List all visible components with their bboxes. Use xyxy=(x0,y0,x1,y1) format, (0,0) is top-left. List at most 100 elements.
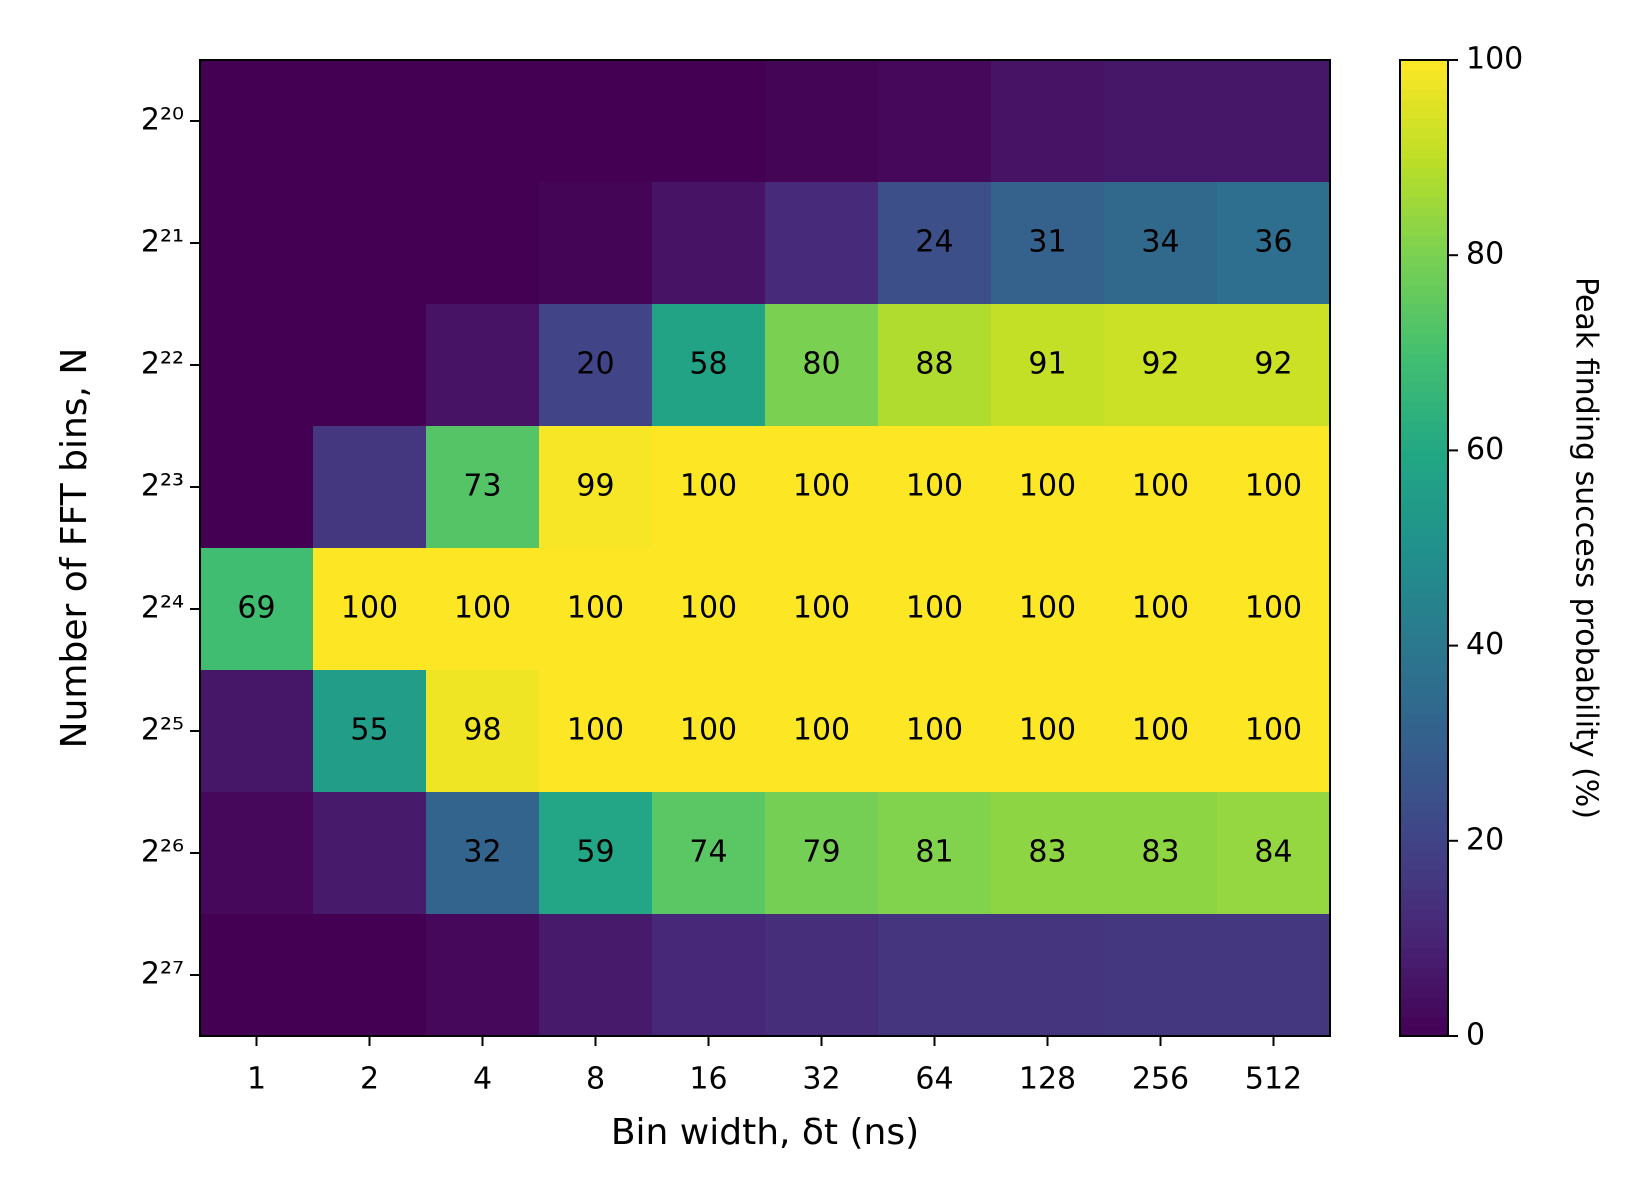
colorbar-segment xyxy=(1400,811,1448,822)
colorbar-segment xyxy=(1400,206,1448,217)
cell-label: 34 xyxy=(1141,225,1179,260)
heatmap-cell xyxy=(426,792,540,915)
cell-label: 100 xyxy=(793,591,850,626)
cell-label: 100 xyxy=(793,713,850,748)
colorbar-segment xyxy=(1400,128,1448,139)
x-tick-label: 16 xyxy=(689,1062,727,1097)
cell-label: 100 xyxy=(1245,591,1302,626)
heatmap-cell xyxy=(200,670,314,793)
heatmap-cell xyxy=(878,548,992,671)
heatmap-cell xyxy=(878,60,992,183)
colorbar-tick-label: 20 xyxy=(1466,822,1504,857)
colorbar-segment xyxy=(1400,977,1448,988)
cell-label: 100 xyxy=(906,469,963,504)
heatmap-cell xyxy=(765,426,879,549)
cell-label: 100 xyxy=(341,591,398,626)
heatmap-cell xyxy=(878,670,992,793)
x-tick-label: 8 xyxy=(586,1062,605,1097)
colorbar-segment xyxy=(1400,479,1448,491)
colorbar-segment xyxy=(1400,752,1448,764)
heatmap-cell xyxy=(1217,304,1331,427)
colorbar-segment xyxy=(1400,548,1448,559)
colorbar-segment xyxy=(1400,440,1448,451)
colorbar-segment xyxy=(1400,235,1448,247)
heatmap-cell xyxy=(200,304,314,427)
cell-label: 36 xyxy=(1254,225,1292,260)
colorbar-segment xyxy=(1400,313,1448,325)
colorbar-segment xyxy=(1400,108,1448,120)
cell-label: 80 xyxy=(802,347,840,382)
heatmap-cell xyxy=(313,304,427,427)
x-tick-label: 128 xyxy=(1019,1062,1076,1097)
colorbar-segment xyxy=(1400,382,1448,393)
heatmap-cell xyxy=(765,670,879,793)
colorbar-segment xyxy=(1400,138,1448,149)
heatmap-cell xyxy=(991,792,1105,915)
colorbar-segment xyxy=(1400,616,1448,627)
cell-label: 83 xyxy=(1028,835,1066,870)
heatmap-cell xyxy=(200,914,314,1037)
heatmap-cell xyxy=(1217,182,1331,305)
colorbar-segment xyxy=(1400,987,1448,998)
heatmap-cell xyxy=(1104,914,1218,1037)
colorbar-segment xyxy=(1400,499,1448,510)
colorbar-segment xyxy=(1400,938,1448,949)
colorbar-segment xyxy=(1400,655,1448,666)
colorbar-segment xyxy=(1400,928,1448,939)
colorbar-segment xyxy=(1400,469,1448,481)
colorbar-segment xyxy=(1400,831,1448,842)
cell-label: 100 xyxy=(454,591,511,626)
colorbar-segment xyxy=(1400,372,1448,383)
cell-label: 100 xyxy=(906,591,963,626)
colorbar-segment xyxy=(1400,421,1448,432)
colorbar-segment xyxy=(1400,118,1448,129)
colorbar-segment xyxy=(1400,245,1448,256)
cell-label: 69 xyxy=(237,591,275,626)
heatmap-cell xyxy=(426,304,540,427)
colorbar-label: Peak finding success probability (%) xyxy=(1569,277,1604,819)
heatmap-cell xyxy=(765,182,879,305)
x-tick-label: 2 xyxy=(360,1062,379,1097)
colorbar-segment xyxy=(1400,665,1448,676)
colorbar-segment xyxy=(1400,352,1448,364)
colorbar-segment xyxy=(1400,489,1448,500)
colorbar-segment xyxy=(1400,606,1448,617)
heatmap-cell xyxy=(652,914,766,1037)
heatmap-cell xyxy=(652,670,766,793)
heatmap-cell xyxy=(652,304,766,427)
colorbar-segment xyxy=(1400,684,1448,695)
colorbar-segment xyxy=(1400,99,1448,110)
heatmap-cell xyxy=(1217,426,1331,549)
heatmap-cell xyxy=(991,182,1105,305)
heatmap-cell xyxy=(426,914,540,1037)
x-tick-label: 512 xyxy=(1245,1062,1302,1097)
x-tick-label: 1 xyxy=(247,1062,266,1097)
colorbar-segment xyxy=(1400,557,1448,569)
y-tick-label: 2²⁵ xyxy=(141,713,184,748)
heatmap-cell xyxy=(426,426,540,549)
plot-frame xyxy=(199,59,1331,1037)
colorbar-segment xyxy=(1400,1016,1448,1027)
colorbar-segment xyxy=(1400,1006,1448,1018)
y-tick-label: 2²⁶ xyxy=(141,835,184,870)
heatmap-cell xyxy=(765,60,879,183)
y-tick-label: 2²² xyxy=(141,347,184,382)
colorbar-segment xyxy=(1400,899,1448,910)
heatmap-cell xyxy=(652,548,766,671)
colorbar-segment xyxy=(1400,538,1448,549)
cell-label: 79 xyxy=(802,835,840,870)
colorbar-segment xyxy=(1400,743,1448,754)
heatmap-cell xyxy=(1104,182,1218,305)
cell-label: 100 xyxy=(1132,591,1189,626)
colorbar-segment xyxy=(1400,60,1448,71)
heatmap-cell xyxy=(765,304,879,427)
heatmap-cell xyxy=(878,792,992,915)
colorbar-segment xyxy=(1400,850,1448,861)
colorbar-segment xyxy=(1400,635,1448,647)
heatmap-cell xyxy=(426,182,540,305)
heatmap-cell xyxy=(313,426,427,549)
heatmap-cell xyxy=(991,914,1105,1037)
cell-label: 81 xyxy=(915,835,953,870)
colorbar-segment xyxy=(1400,294,1448,305)
heatmap-cell xyxy=(200,792,314,915)
